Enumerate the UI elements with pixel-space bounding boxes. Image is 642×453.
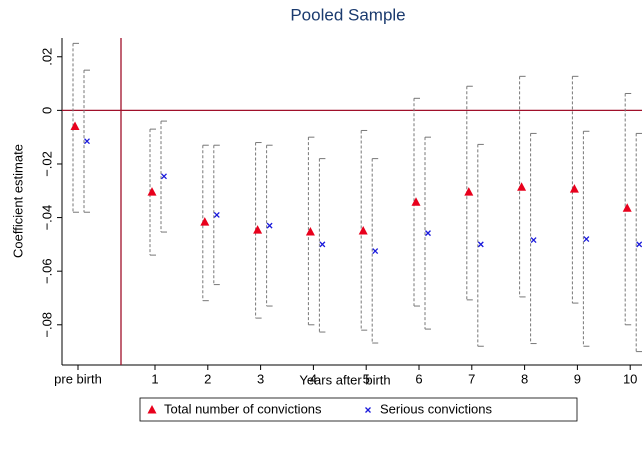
point: [147, 187, 157, 196]
x-tick-label: 7: [468, 371, 475, 386]
point: [411, 197, 421, 206]
y-tick-label: −.04: [39, 205, 54, 231]
y-tick-label: −.08: [39, 312, 54, 338]
chart-title: Pooled Sample: [290, 5, 405, 24]
y-tick-label: −.06: [39, 258, 54, 284]
x-tick-label: pre birth: [54, 371, 102, 386]
x-tick-label: 8: [521, 371, 528, 386]
y-tick-label: .02: [39, 48, 54, 66]
legend-label: Total number of convictions: [164, 401, 322, 416]
error-bar: [360, 129, 368, 331]
point: [161, 173, 167, 180]
marker-stroke: [636, 241, 642, 248]
point: [358, 225, 368, 235]
error-bar: [371, 158, 379, 344]
point: [372, 248, 379, 255]
marker-stroke: [372, 248, 379, 255]
point: [84, 138, 90, 145]
x-tick-label: 9: [574, 371, 581, 386]
error-bar: [318, 158, 326, 333]
error-bar: [83, 69, 90, 213]
x-tick-label: 3: [257, 371, 264, 386]
x-axis-title: Years after birth: [299, 372, 390, 387]
marker-stroke: [530, 237, 537, 244]
point: [319, 241, 326, 248]
legend-label: Serious convictions: [380, 401, 492, 416]
x-tick-label: 1: [151, 371, 158, 386]
legend-box: [139, 397, 578, 422]
y-tick-label: −.02: [39, 151, 54, 177]
error-bar: [477, 143, 484, 347]
marker-stroke: [266, 222, 273, 229]
marker-stroke: [84, 138, 90, 145]
error-bar: [582, 130, 590, 347]
error-bar: [266, 144, 273, 307]
point: [477, 241, 484, 248]
error-bar: [571, 75, 579, 304]
marker-stroke: [425, 230, 431, 237]
error-bar: [424, 136, 431, 330]
point: [464, 187, 474, 196]
point: [305, 227, 315, 236]
legend-marker: [365, 407, 371, 413]
marker-stroke: [213, 211, 220, 218]
error-bar: [307, 136, 315, 326]
point: [253, 225, 263, 234]
error-bar: [213, 144, 220, 286]
x-tick-label: 4: [310, 371, 317, 386]
error-bar: [413, 97, 420, 307]
x-tick-label: 2: [204, 371, 211, 386]
x-tick-label: 10: [623, 371, 637, 386]
marker-stroke: [161, 173, 167, 180]
marker-stroke: [365, 407, 371, 413]
point: [569, 184, 579, 193]
point: [266, 222, 273, 229]
legend-marker: [147, 405, 157, 414]
point: [530, 237, 537, 244]
point: [70, 121, 80, 130]
error-bar: [160, 120, 167, 233]
point: [517, 182, 527, 191]
point: [636, 241, 642, 248]
error-bar: [635, 132, 642, 353]
marker-stroke: [477, 241, 484, 248]
error-bar: [72, 42, 79, 213]
x-tick-label: 5: [363, 371, 370, 386]
marker-stroke: [319, 241, 326, 248]
point: [425, 230, 431, 237]
y-axis-title: Coefficient estimate: [10, 144, 25, 258]
y-tick-label: 0: [39, 107, 54, 114]
error-bar: [530, 132, 537, 345]
point: [213, 211, 220, 218]
point: [200, 217, 210, 226]
marker-stroke: [583, 236, 590, 242]
point: [622, 203, 632, 212]
point: [583, 236, 590, 242]
x-tick-label: 6: [415, 371, 422, 386]
